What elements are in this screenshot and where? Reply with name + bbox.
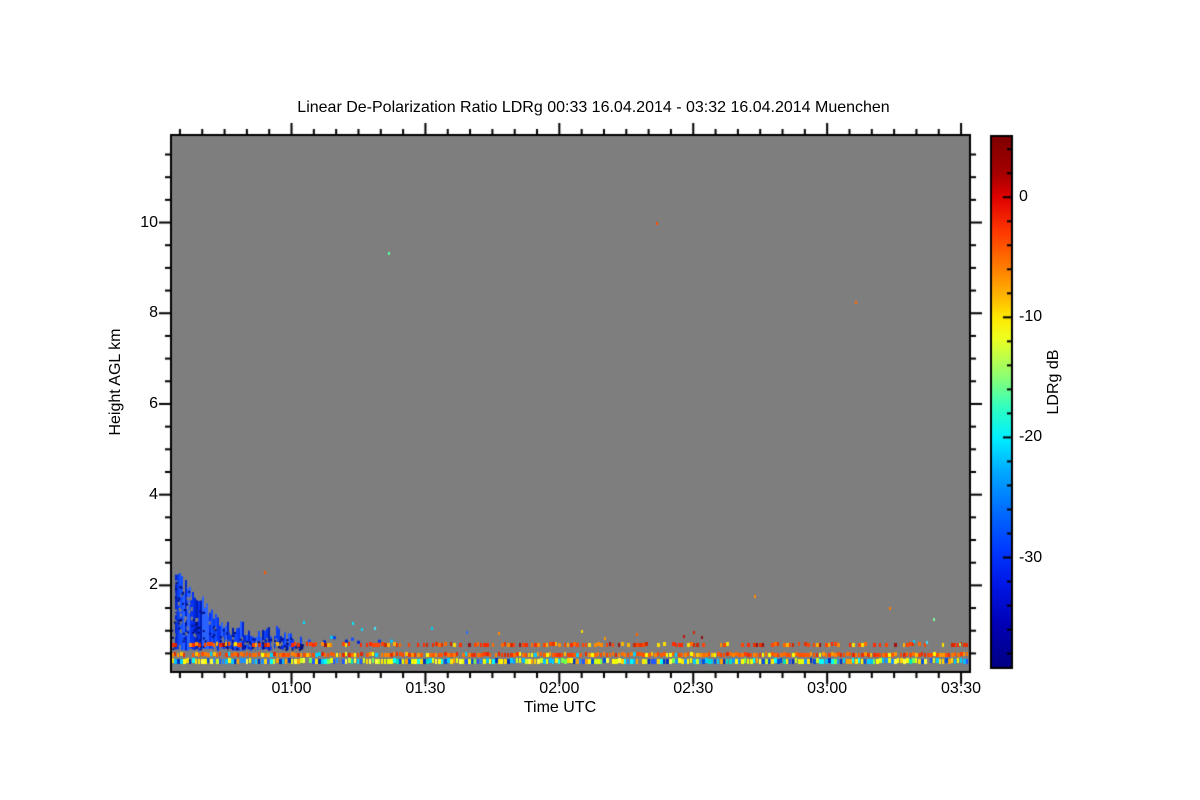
x-axis-label: Time UTC — [523, 699, 597, 716]
x-tick-label: 01:30 — [405, 680, 446, 697]
colorbar-tick-label: -20 — [1019, 428, 1043, 446]
chart-title: Linear De-Polarization Ratio LDRg 00:33 … — [297, 99, 890, 116]
y-tick-label: 4 — [149, 485, 158, 503]
y-tick-label: 6 — [149, 394, 158, 412]
colorbar-label: LDRg dB — [1045, 349, 1062, 415]
colorbar-tick-label: -30 — [1019, 548, 1043, 566]
x-tick-label: 01:00 — [271, 680, 312, 697]
x-tick-label: 02:30 — [673, 680, 714, 697]
colorbar-tick-label: 0 — [1019, 188, 1028, 206]
y-tick-label: 10 — [140, 213, 158, 231]
y-tick-label: 2 — [149, 576, 158, 594]
y-tick-label: 8 — [149, 304, 158, 322]
colorbar-tick-label: -10 — [1019, 308, 1043, 326]
x-tick-label: 02:00 — [539, 680, 580, 697]
x-tick-label: 03:00 — [807, 680, 848, 697]
x-tick-label: 03:30 — [941, 680, 982, 697]
y-axis-label: Height AGL km — [107, 328, 124, 436]
